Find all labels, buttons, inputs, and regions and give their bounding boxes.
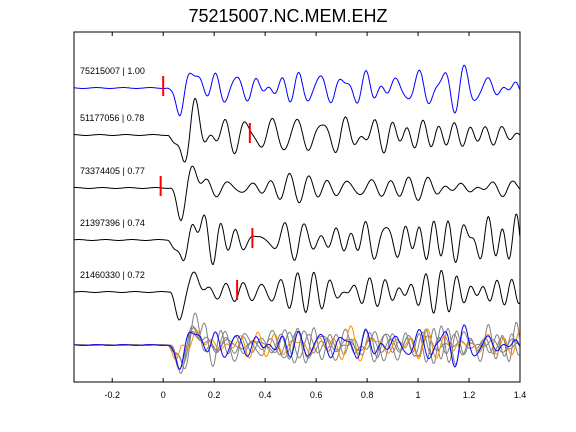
x-tick-label: 0.4 — [259, 390, 272, 400]
trace-line — [73, 64, 521, 117]
x-tick-label: 0.2 — [208, 390, 221, 400]
trace-label: 21397396 | 0.74 — [80, 218, 145, 228]
x-axis: -0.2 0 0.2 0.4 0.6 0.8 1 1.2 1.4 — [104, 32, 526, 400]
stack-trace-gray — [73, 325, 521, 371]
trace-line — [73, 269, 521, 321]
chart-title: 75215007.NC.MEM.EHZ — [188, 6, 388, 26]
trace-label: 51177056 | 0.78 — [80, 113, 144, 123]
traces: 75215007 | 1.00 51177056 | 0.78 73374405 |… — [73, 64, 521, 321]
trace-label: 73374405 | 0.77 — [80, 166, 145, 176]
x-tick-label: 0 — [161, 390, 166, 400]
x-tick-label: -0.2 — [104, 390, 120, 400]
trace-label: 21460330 | 0.72 — [80, 270, 145, 280]
trace-label: 75215007 | 1.00 — [80, 66, 145, 76]
x-tick-label: 0.8 — [361, 390, 374, 400]
x-tick-label: 1 — [416, 390, 421, 400]
plot-frame — [73, 31, 521, 383]
trace-line — [73, 98, 521, 163]
x-tick-label: 1.2 — [463, 390, 476, 400]
x-tick-label: 1.4 — [514, 390, 527, 400]
stack-trace-reference — [74, 324, 521, 370]
x-tick-label: 0.6 — [310, 390, 323, 400]
stacked-overlay — [73, 312, 521, 375]
trace-line — [73, 213, 521, 265]
trace-line — [73, 165, 521, 222]
